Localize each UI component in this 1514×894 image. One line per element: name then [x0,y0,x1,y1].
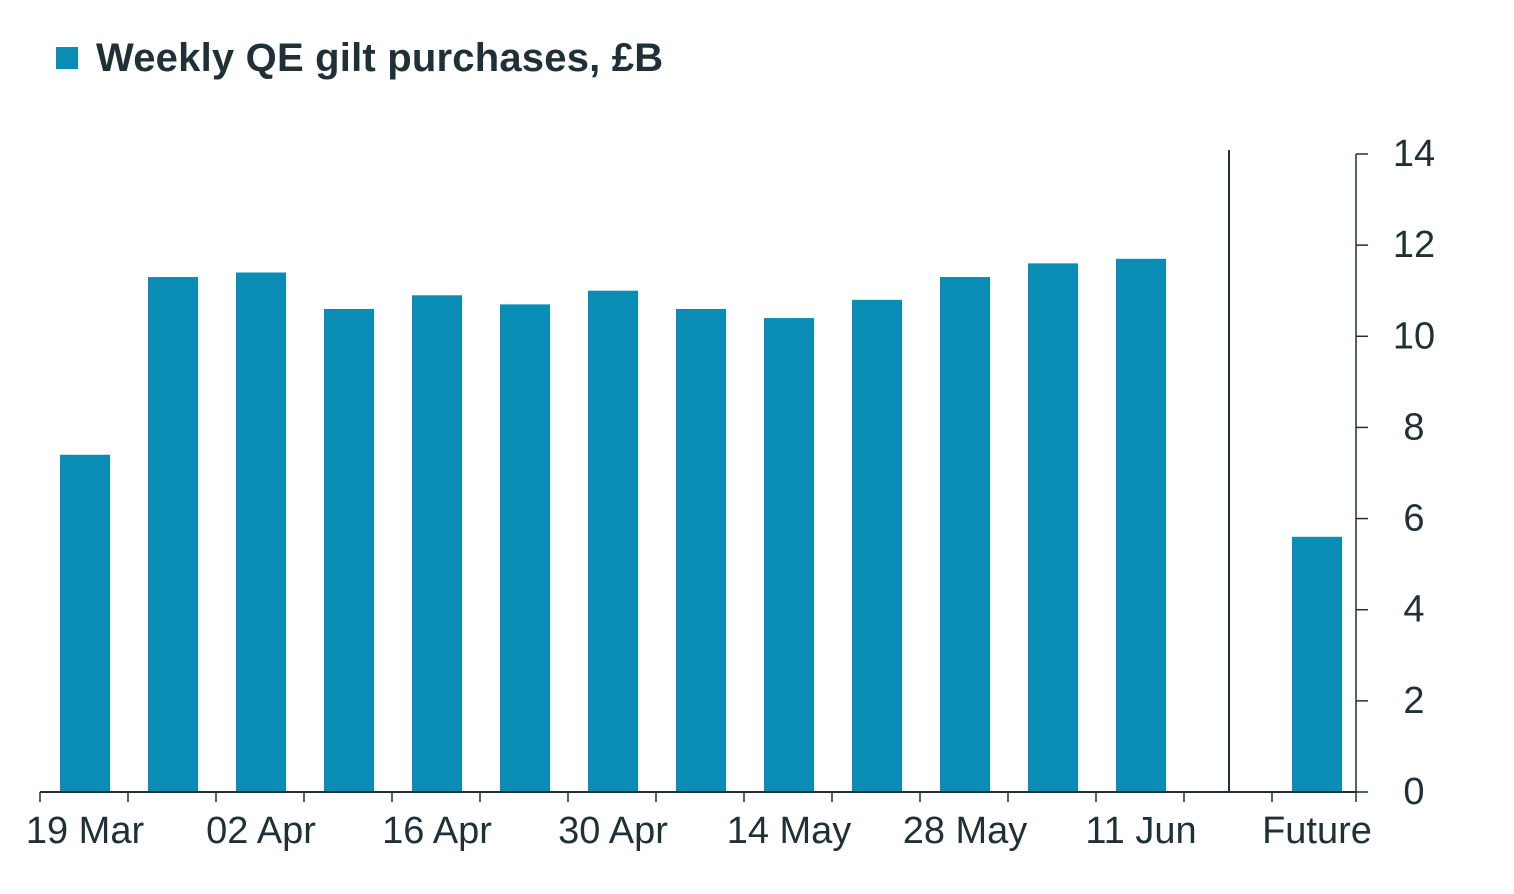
legend-label: Weekly QE gilt purchases, £B [96,35,664,80]
bar [764,318,814,792]
bar [60,454,110,792]
y-tick-label: 10 [1393,315,1435,357]
bar [500,304,550,792]
bar [1116,258,1166,792]
bars-group [60,258,1342,792]
y-tick-label: 6 [1403,498,1424,540]
x-tick-label: Future [1262,810,1372,852]
bar [940,277,990,792]
x-tick-label: 11 Jun [1085,810,1196,852]
bar [148,277,198,792]
x-tick-label: 28 May [903,810,1028,852]
legend-swatch [56,47,78,69]
x-tick-label: 02 Apr [206,810,316,852]
chart-legend: Weekly QE gilt purchases, £B [56,30,663,86]
bar [412,295,462,792]
y-tick-label: 0 [1403,771,1424,813]
axes-group [39,150,1368,802]
x-tick-label: 16 Apr [382,810,492,852]
y-tick-labels: 0 2 4 6 8 10 12 14 [1393,133,1435,813]
bar [588,290,638,792]
bar [236,272,286,792]
y-tick-label: 14 [1393,133,1435,175]
y-tick-label: 4 [1403,589,1424,631]
y-tick-label: 2 [1403,680,1424,722]
bar [852,299,902,792]
y-tick-label: 12 [1393,224,1435,266]
y-tick-label: 8 [1403,406,1424,448]
bar [676,308,726,792]
x-tick-label: 14 May [727,810,852,852]
bar [324,308,374,792]
x-tick-labels: 19 Mar 02 Apr 16 Apr 30 Apr 14 May 28 May 11 J… [26,810,1372,852]
bar [1292,536,1342,792]
x-tick-label: 19 Mar [26,810,145,852]
x-tick-label: 30 Apr [558,810,668,852]
bar [1028,263,1078,792]
